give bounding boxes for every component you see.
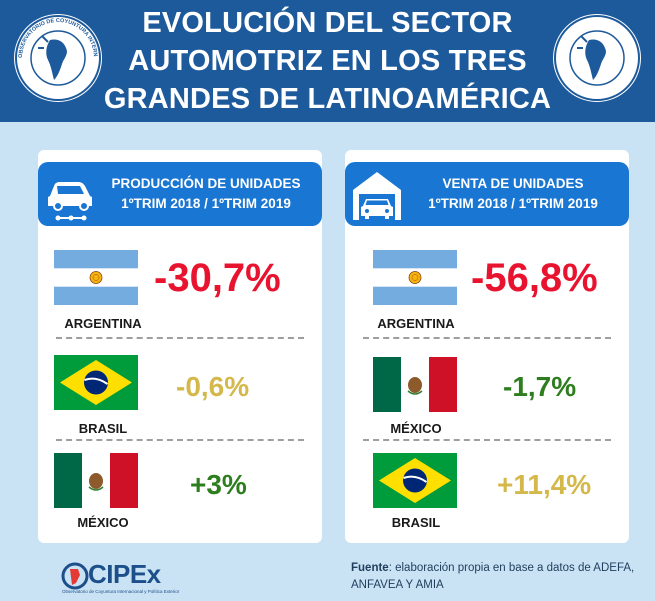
- production-value: -0,6%: [176, 371, 250, 402]
- production-heading-line-1: PRODUCCIÓN DE UNIDADES: [111, 176, 301, 191]
- country-label: ARGENTINA: [377, 316, 455, 331]
- mexico-flag-icon: [373, 357, 457, 412]
- garage-car-icon: [351, 166, 403, 222]
- production-heading-line-2: 1ºTRIM 2018 / 1ºTRIM 2019: [121, 196, 291, 211]
- production-panel: PRODUCCIÓN DE UNIDADES 1ºTRIM 2018 / 1ºT…: [38, 150, 322, 543]
- production-row-argentina: -30,7% ARGENTINA: [38, 242, 322, 338]
- sales-heading-line-2: 1ºTRIM 2018 / 1ºTRIM 2019: [428, 196, 598, 211]
- sales-value: +11,4%: [497, 469, 592, 500]
- sales-value: -1,7%: [503, 371, 577, 402]
- observatory-seal-logo: [553, 14, 641, 102]
- dashed-divider: [56, 337, 304, 339]
- dashed-divider: [363, 337, 611, 339]
- dashed-divider: [56, 439, 304, 441]
- title-line-3: GRANDES DE LATINOAMÉRICA: [103, 83, 552, 115]
- observatory-seal-logo: OBSERVATORIO DE COYUNTURA INTERNACIONAL …: [14, 14, 102, 102]
- argentina-flag-icon: [54, 250, 138, 305]
- title-line-2: AUTOMOTRIZ EN LOS TRES: [128, 45, 527, 77]
- source-note: Fuente: elaboración propia en base a dat…: [351, 560, 651, 594]
- production-row-mexico: +3% MÉXICO: [38, 447, 322, 543]
- country-label: BRASIL: [78, 421, 128, 436]
- source-text: : elaboración propia en base a datos de …: [351, 562, 635, 591]
- mexico-flag-icon: [54, 453, 138, 508]
- source-label: Fuente: [351, 562, 389, 574]
- cipex-logo: CIPEx Observatorio de Coyuntura Internac…: [60, 557, 180, 597]
- header-banner: OBSERVATORIO DE COYUNTURA INTERNACIONAL …: [0, 0, 655, 122]
- country-label: BRASIL: [391, 515, 441, 530]
- car-icon: [44, 166, 96, 222]
- sales-heading-line-1: VENTA DE UNIDADES: [442, 176, 584, 191]
- sales-panel: VENTA DE UNIDADES 1ºTRIM 2018 / 1ºTRIM 2…: [345, 150, 629, 543]
- sales-heading: VENTA DE UNIDADES 1ºTRIM 2018 / 1ºTRIM 2…: [345, 162, 629, 226]
- logo-wordmark: CIPEx: [88, 559, 161, 589]
- brazil-flag-icon: [373, 453, 457, 508]
- country-label: MÉXICO: [77, 515, 129, 530]
- title-line-1: EVOLUCIÓN DEL SECTOR: [142, 7, 513, 39]
- page-title: EVOLUCIÓN DEL SECTOR AUTOMOTRIZ EN LOS T…: [95, 4, 560, 118]
- dashed-divider: [363, 439, 611, 441]
- sales-row-argentina: -56,8% ARGENTINA: [345, 242, 629, 338]
- country-label: MÉXICO: [390, 421, 442, 436]
- production-value: +3%: [190, 469, 247, 500]
- production-row-brasil: -0,6% BRASIL: [38, 345, 322, 441]
- sales-value: -56,8%: [471, 256, 598, 300]
- brazil-flag-icon: [54, 355, 138, 410]
- sales-row-brasil: +11,4% BRASIL: [345, 447, 629, 543]
- logo-subtitle: Observatorio de Coyuntura Internacional …: [62, 589, 180, 594]
- argentina-flag-icon: [373, 250, 457, 305]
- production-heading: PRODUCCIÓN DE UNIDADES 1ºTRIM 2018 / 1ºT…: [38, 162, 322, 226]
- production-value: -30,7%: [154, 256, 281, 300]
- sales-row-mexico: -1,7% MÉXICO: [345, 345, 629, 441]
- country-label: ARGENTINA: [64, 316, 142, 331]
